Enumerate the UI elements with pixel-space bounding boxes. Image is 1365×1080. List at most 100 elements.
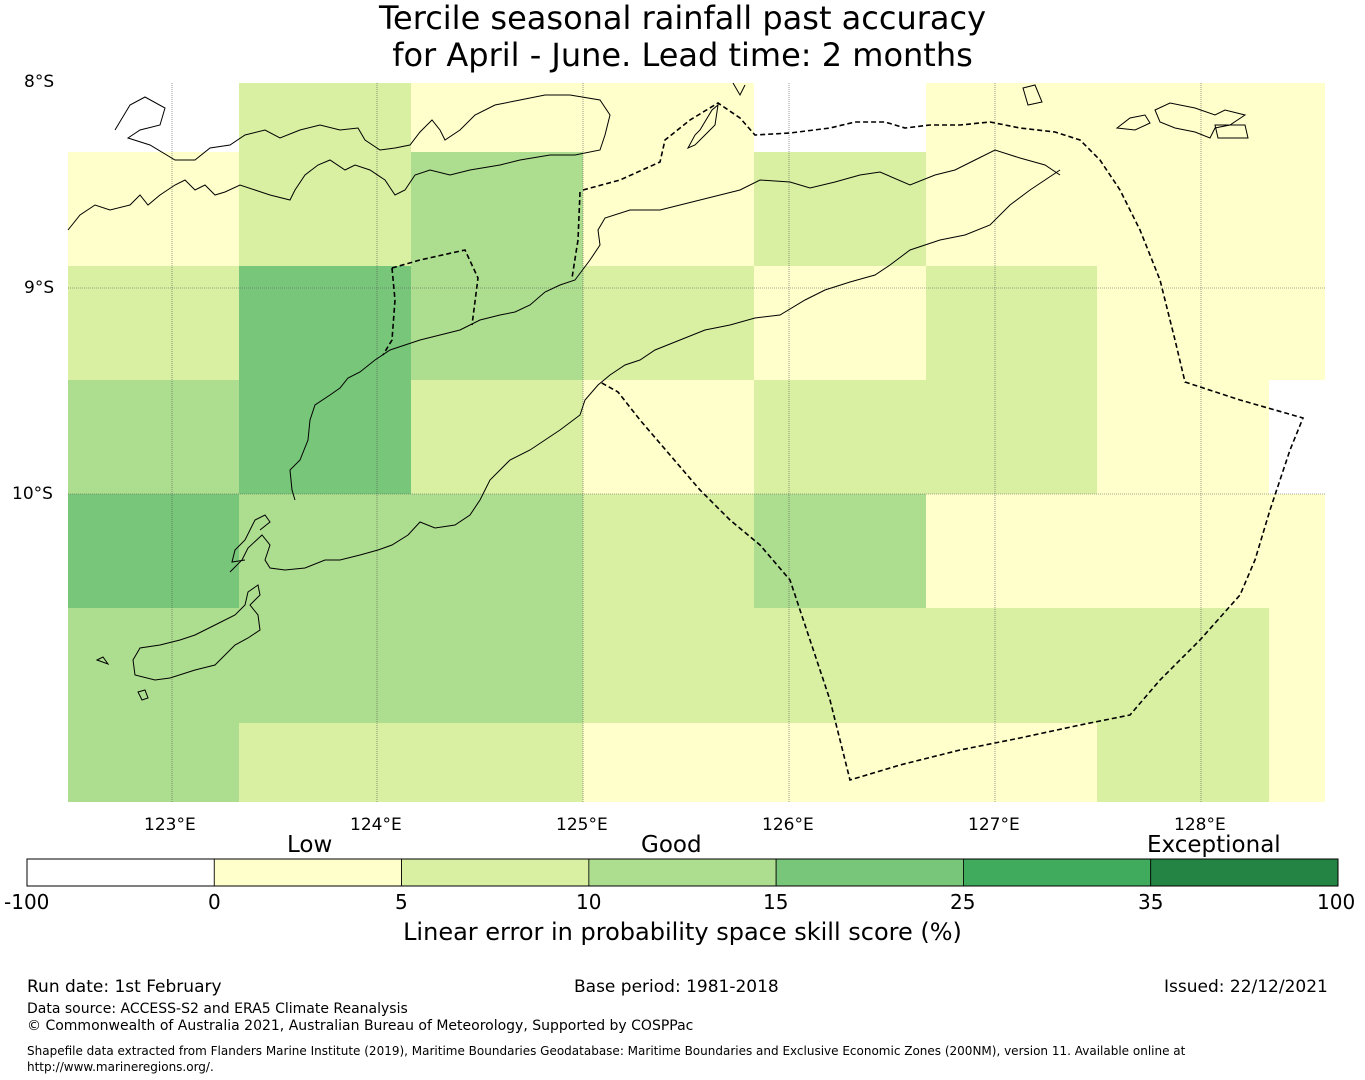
grid-cell-r4-c7 <box>1269 494 1325 608</box>
grid-cell-r2-c6 <box>1097 266 1269 380</box>
chart-title-line2: for April - June. Lead time: 2 months <box>392 36 973 74</box>
colorbar-segment-6 <box>1150 858 1339 887</box>
grid-cell-r3-c0 <box>68 380 239 494</box>
coastline-small-isle-1 <box>95 656 110 666</box>
grid-cell-r5-c5 <box>926 608 1097 723</box>
lon-label-124e: 124°E <box>350 815 402 835</box>
colorbar-tick-minus100: -100 <box>4 890 50 914</box>
grid-cell-r1-c7 <box>1269 152 1325 266</box>
grid-cell-r0-c4 <box>754 83 926 152</box>
grid-cell-r3-c2 <box>411 380 583 494</box>
grid-cell-r4-c2 <box>411 494 583 608</box>
category-exceptional: Exceptional <box>1147 832 1281 858</box>
lon-label-123e: 123°E <box>144 815 196 835</box>
coastline-small-isle-2 <box>137 689 149 701</box>
grid-cell-r3-c7 <box>1269 380 1325 494</box>
grid-cell-r6-c0 <box>68 723 239 802</box>
grid-cell-r0-c6 <box>1097 83 1269 152</box>
grid-cell-r6-c7 <box>1269 723 1325 802</box>
colorbar-tick-5: 5 <box>395 890 408 914</box>
lon-label-126e: 126°E <box>762 815 814 835</box>
grid-cell-r0-c3 <box>583 83 754 152</box>
grid-cell-r2-c1 <box>239 266 411 380</box>
grid-cell-r0-c1 <box>239 83 411 152</box>
grid-cell-r1-c2 <box>411 152 583 266</box>
coastline-island-4 <box>732 82 746 97</box>
run-date: Run date: 1st February <box>27 977 222 997</box>
grid-cell-r3-c1 <box>239 380 411 494</box>
grid-cell-r3-c5 <box>926 380 1097 494</box>
grid-cell-r2-c3 <box>583 266 754 380</box>
grid-cell-r0-c0 <box>68 83 239 152</box>
base-period: Base period: 1981-2018 <box>574 977 779 997</box>
colorbar-tick-100: 100 <box>1317 890 1356 914</box>
chart-title-line1: Tercile seasonal rainfall past accuracy <box>378 0 987 37</box>
grid-cell-r2-c2 <box>411 266 583 380</box>
coastlines <box>67 82 1249 701</box>
grid-cell-r2-c0 <box>68 266 239 380</box>
shapefile-url: http://www.marineregions.org/. <box>27 1060 214 1074</box>
eez-boundary-oecusse-west <box>391 249 479 326</box>
colorbar-segment-0 <box>26 858 215 887</box>
lon-label-128e: 128°E <box>1174 815 1226 835</box>
grid-cell-r1-c5 <box>926 152 1097 266</box>
colorbar-tick-10: 10 <box>576 890 602 914</box>
data-source: Data source: ACCESS-S2 and ERA5 Climate … <box>27 1001 408 1017</box>
colorbar-frame <box>26 858 1339 887</box>
colorbar-tick-0: 0 <box>208 890 221 914</box>
coastline-timor-north <box>289 149 1061 501</box>
coastline-rote <box>231 514 271 563</box>
grid-cell-r1-c4 <box>754 152 926 266</box>
eez-boundary-oecusse-south <box>382 267 396 356</box>
grid-cell-r6-c1 <box>239 723 411 802</box>
grid-cell-r4-c3 <box>583 494 754 608</box>
colorbar <box>26 858 1339 887</box>
grid-cell-r0-c7 <box>1269 83 1325 152</box>
grid-cell-r0-c5 <box>926 83 1097 152</box>
lat-label-8s: 8°S <box>24 72 55 92</box>
eez-boundary-timor-leste <box>582 102 1305 782</box>
grid-cell-r6-c3 <box>583 723 754 802</box>
lat-label-10s: 10°S <box>12 484 53 504</box>
grid-cell-r2-c5 <box>926 266 1097 380</box>
category-low: Low <box>287 832 333 858</box>
grid-cell-r5-c7 <box>1269 608 1325 723</box>
colorbar-segment-5 <box>963 858 1152 887</box>
grid-cell-r1-c1 <box>239 152 411 266</box>
colorbar-segment-2 <box>401 858 590 887</box>
grid-cell-r1-c6 <box>1097 152 1269 266</box>
colorbar-segment-1 <box>213 858 402 887</box>
grid-cell-r4-c0 <box>68 494 239 608</box>
coastline-flores-alor <box>67 94 611 231</box>
colorbar-tick-35: 35 <box>1138 890 1164 914</box>
grid-cell-r0-c2 <box>411 83 583 152</box>
grid-cell-r4-c4 <box>754 494 926 608</box>
coastline-timor-south <box>229 169 1061 573</box>
lat-label-9s: 9°S <box>24 278 55 298</box>
grid-cell-r3-c4 <box>754 380 926 494</box>
grid-cell-r6-c4 <box>754 723 926 802</box>
coastline-sawu <box>132 584 261 681</box>
issued-date: Issued: 22/12/2021 <box>1164 977 1328 997</box>
grid-cell-r5-c4 <box>754 608 926 723</box>
grid-cell-r1-c3 <box>583 152 754 266</box>
grid-cell-r2-c4 <box>754 266 926 380</box>
graticule <box>68 83 1325 802</box>
grid-cell-r1-c0 <box>68 152 239 266</box>
colorbar-title: Linear error in probability space skill … <box>403 918 962 946</box>
grid-cell-r5-c6 <box>1097 608 1269 723</box>
colorbar-tick-15: 15 <box>763 890 789 914</box>
colorbar-tick-25: 25 <box>950 890 976 914</box>
grid-cell-r5-c1 <box>239 608 411 723</box>
copyright: © Commonwealth of Australia 2021, Austra… <box>27 1018 694 1034</box>
grid-cell-r6-c6 <box>1097 723 1269 802</box>
grid-cell-r4-c1 <box>239 494 411 608</box>
lon-label-127e: 127°E <box>968 815 1020 835</box>
colorbar-segment-4 <box>775 858 964 887</box>
coastline-atauro <box>686 103 719 150</box>
skill-grid <box>68 83 1325 802</box>
grid-cell-r3-c3 <box>583 380 754 494</box>
grid-cell-r6-c2 <box>411 723 583 802</box>
coastline-island-2 <box>1022 84 1043 106</box>
